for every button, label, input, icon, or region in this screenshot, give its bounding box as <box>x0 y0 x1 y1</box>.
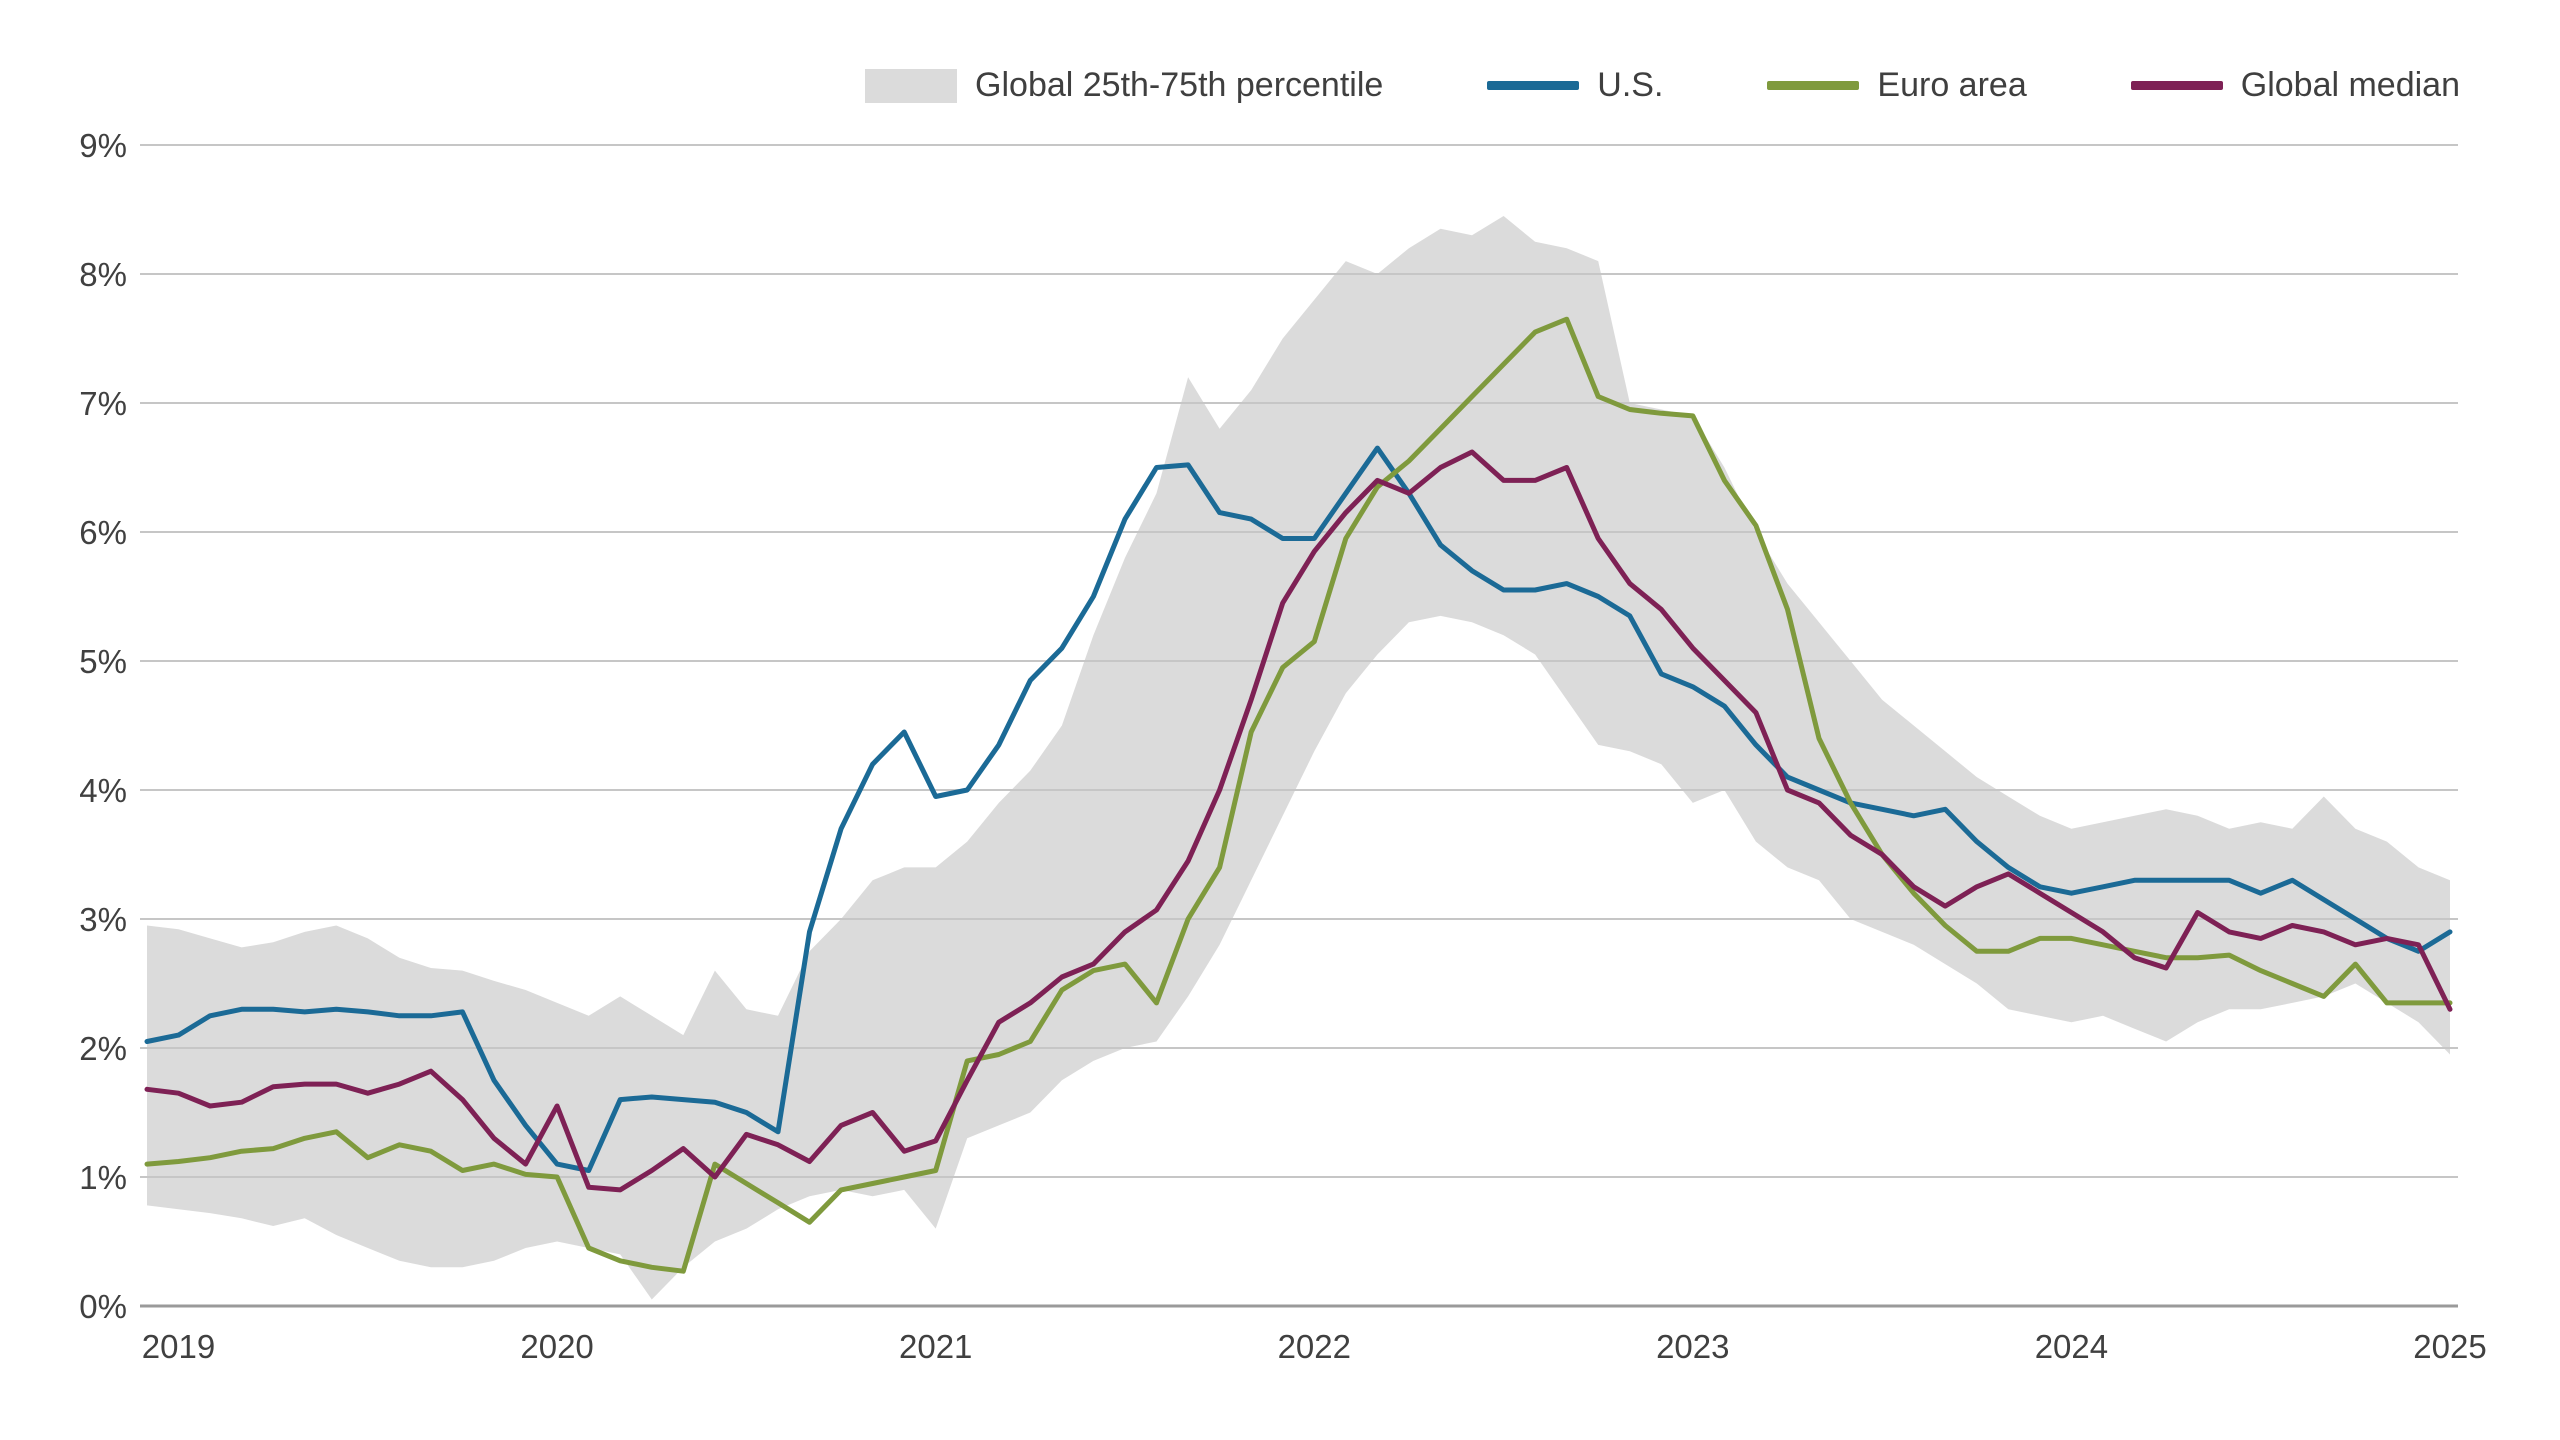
euro-area-label: Euro area <box>1877 66 2027 104</box>
legend-item-global-median: Global median <box>2130 66 2460 105</box>
x-tick-label: 2020 <box>520 1328 593 1365</box>
y-tick-label: 3% <box>79 901 127 938</box>
global-median-line-swatch <box>2130 81 2223 90</box>
x-tick-label: 2019 <box>142 1328 215 1365</box>
percentile-band-area <box>147 216 2450 1300</box>
x-tick-label: 2022 <box>1278 1328 1351 1365</box>
us-line-swatch <box>1487 81 1580 90</box>
x-tick-label: 2021 <box>899 1328 972 1365</box>
y-tick-label: 6% <box>79 514 127 551</box>
y-tick-label: 0% <box>79 1288 127 1325</box>
legend-item-us: U.S. <box>1487 66 1663 105</box>
y-tick-label: 1% <box>79 1159 127 1196</box>
legend-item-percentile-band: Global 25th-75th percentile <box>865 66 1383 105</box>
y-tick-label: 2% <box>79 1030 127 1067</box>
percentile-band-swatch <box>865 68 958 103</box>
legend-item-euro-area: Euro area <box>1767 66 2027 105</box>
y-tick-label: 4% <box>79 772 127 809</box>
y-tick-label: 5% <box>79 643 127 680</box>
percentile-band-label: Global 25th-75th percentile <box>975 66 1384 104</box>
y-tick-label: 9% <box>79 127 127 164</box>
series-line-us <box>144 445 2453 1173</box>
y-tick-label: 7% <box>79 385 127 422</box>
y-tick-label: 8% <box>79 256 127 293</box>
chart-legend: Global 25th-75th percentile U.S. Euro ar… <box>865 66 2460 105</box>
series-line-euro-area <box>144 316 2453 1274</box>
series-line-global-median <box>144 449 2453 1193</box>
us-label: U.S. <box>1597 66 1664 104</box>
x-tick-label: 2024 <box>2035 1328 2108 1365</box>
x-tick-label: 2025 <box>2413 1328 2486 1365</box>
euro-area-line-swatch <box>1767 81 1860 90</box>
global-median-label: Global median <box>2240 66 2460 104</box>
x-tick-label: 2023 <box>1656 1328 1729 1365</box>
